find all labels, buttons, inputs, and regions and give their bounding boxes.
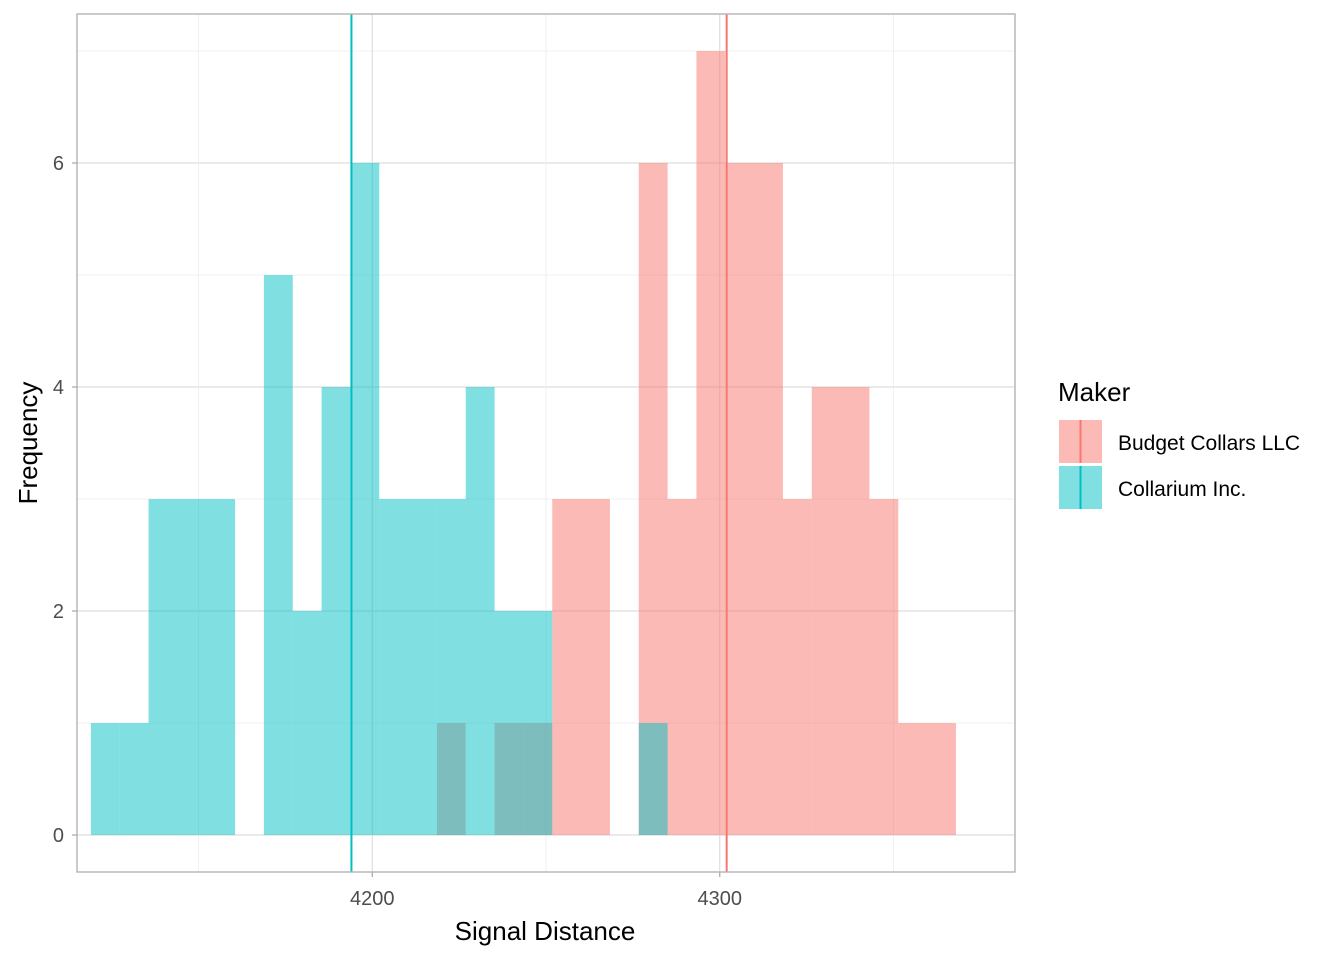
bar-collarium-inc [465, 386, 495, 836]
bar-collarium-inc [379, 499, 409, 836]
bar-budget-collars-llc [725, 162, 755, 836]
legend-label-collarium: Collarium Inc. [1118, 478, 1246, 501]
bar-collarium-inc [148, 499, 178, 836]
bar-collarium-inc [263, 274, 293, 836]
legend: Maker Budget Collars LLC Collarium Inc. [1058, 377, 1300, 509]
bar-collarium-inc [90, 723, 120, 836]
legend-item-collarium: Collarium Inc. [1059, 466, 1246, 509]
bar-collarium-inc [206, 499, 236, 836]
bar-budget-collars-llc [927, 723, 956, 836]
y-axis-title: Frequency [13, 382, 43, 505]
bar-collarium-inc [408, 499, 437, 836]
bar-budget-collars-llc [552, 499, 582, 836]
bar-collarium-inc [638, 723, 668, 836]
axis-ticks: 0 2 4 6 4200 4300 [53, 153, 742, 910]
bar-budget-collars-llc [754, 162, 783, 836]
bar-budget-collars-llc [898, 723, 928, 836]
bar-budget-collars-llc [667, 499, 697, 836]
mean-lines [350, 14, 728, 872]
bar-collarium-inc [350, 162, 380, 836]
bar-budget-collars-llc [840, 386, 870, 836]
y-tick-label: 2 [53, 601, 64, 623]
bar-budget-collars-llc [581, 499, 610, 836]
bar-budget-collars-llc [869, 499, 899, 836]
bar-collarium-inc [436, 499, 466, 836]
bar-collarium-inc [292, 611, 322, 836]
x-tick-label: 4300 [697, 888, 742, 910]
bar-budget-collars-llc [811, 386, 841, 836]
legend-title: Maker [1058, 377, 1131, 407]
legend-item-budget-collars: Budget Collars LLC [1059, 420, 1300, 463]
x-axis-title: Signal Distance [455, 916, 636, 946]
y-tick-label: 4 [53, 377, 64, 399]
panel-border [76, 13, 1016, 873]
bar-collarium-inc [119, 723, 149, 836]
bar-budget-collars-llc [696, 50, 726, 836]
bar-collarium-inc [494, 611, 524, 836]
legend-label-budget-collars: Budget Collars LLC [1118, 432, 1300, 455]
bar-collarium-inc [523, 611, 553, 836]
histogram-bars [90, 50, 956, 836]
y-tick-label: 6 [53, 153, 64, 175]
bar-collarium-inc [177, 499, 207, 836]
bar-collarium-inc [321, 386, 351, 836]
x-tick-label: 4200 [350, 888, 395, 910]
bar-budget-collars-llc [782, 499, 812, 836]
y-tick-label: 0 [53, 825, 64, 847]
